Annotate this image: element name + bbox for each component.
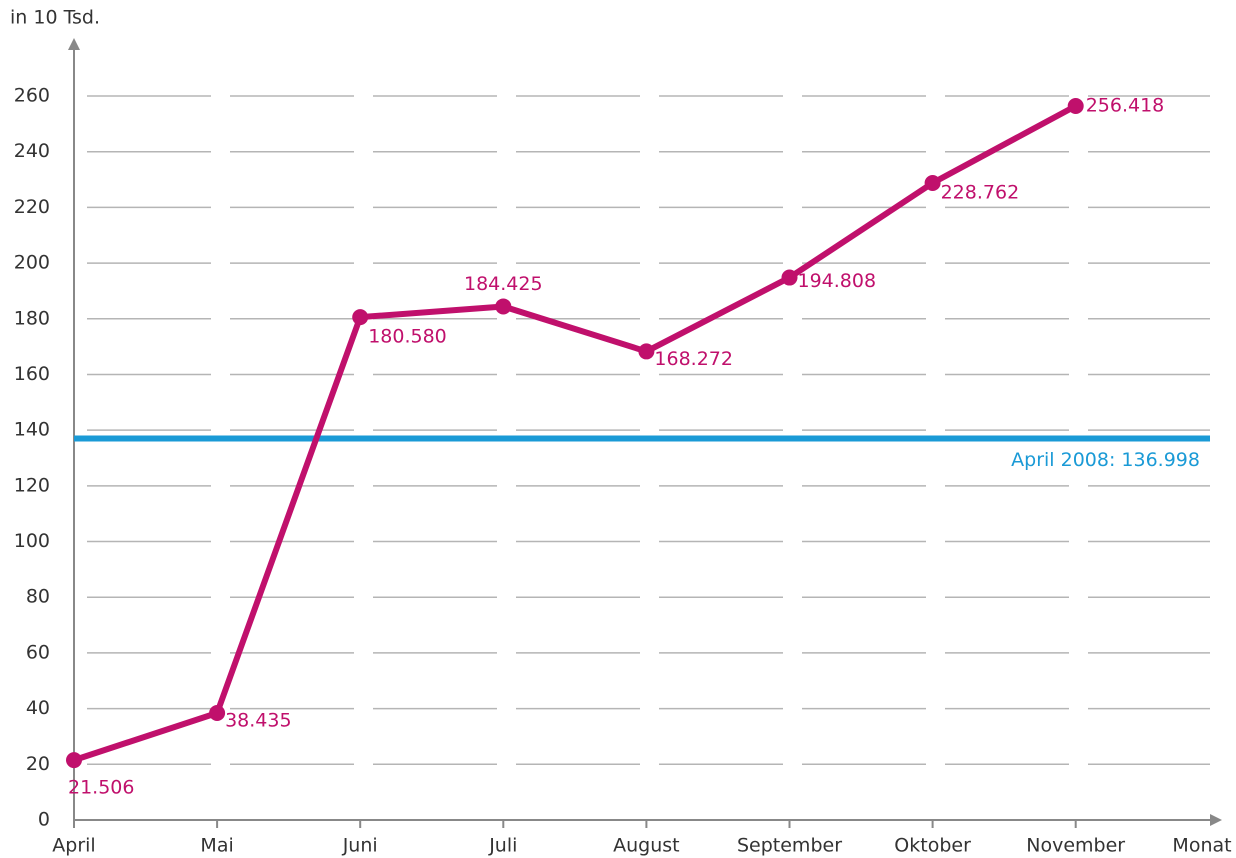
point — [352, 309, 369, 326]
x-tick-label: Juni — [342, 835, 378, 857]
line — [73, 103, 1078, 763]
point — [66, 752, 82, 769]
x-tick-label: August — [613, 835, 680, 857]
x-tick-label: Mai — [200, 835, 233, 857]
y-tick-label: 180 — [14, 307, 50, 329]
y-axis-label: in 10 Tsd. — [10, 7, 100, 29]
data-label: 180.580 — [368, 326, 447, 348]
point — [209, 704, 226, 721]
data-label: 228.762 — [941, 181, 1020, 203]
data-label: 21.506 — [68, 777, 134, 799]
y-tick-label: 40 — [26, 697, 50, 719]
y-tick-label: 100 — [14, 530, 50, 552]
y-axis-arrow — [68, 38, 80, 50]
y-tick-label: 0 — [38, 809, 50, 831]
point — [495, 298, 512, 315]
y-tick-label: 120 — [14, 474, 50, 496]
x-tick-label: November — [1026, 835, 1125, 857]
point — [924, 174, 941, 191]
x-tick-label: April — [52, 835, 95, 857]
reference-label: April 2008: 136.998 — [1011, 449, 1200, 471]
y-tick-label: 60 — [26, 641, 50, 663]
y-tick-label: 20 — [26, 753, 50, 775]
y-tick-label: 160 — [14, 363, 50, 385]
data-label: 256.418 — [1086, 94, 1165, 116]
data-label: 38.435 — [225, 709, 291, 731]
y-tick-label: 200 — [14, 252, 50, 274]
x-axis-label: Monat — [1172, 835, 1231, 857]
y-tick-label: 260 — [14, 85, 50, 107]
point — [638, 343, 655, 360]
y-tick-label: 220 — [14, 196, 50, 218]
data-label: 194.808 — [798, 270, 877, 292]
x-tick-label: Juli — [488, 835, 517, 857]
data-label: 168.272 — [654, 348, 733, 370]
y-tick-label: 240 — [14, 140, 50, 162]
y-tick-label: 80 — [26, 586, 50, 608]
point — [1067, 97, 1084, 114]
data-label: 184.425 — [464, 273, 543, 295]
x-tick-label: September — [737, 835, 842, 857]
y-tick-label: 140 — [14, 419, 50, 441]
x-tick-label: Oktober — [894, 835, 971, 857]
point — [781, 269, 798, 286]
x-axis-arrow — [1210, 814, 1222, 826]
